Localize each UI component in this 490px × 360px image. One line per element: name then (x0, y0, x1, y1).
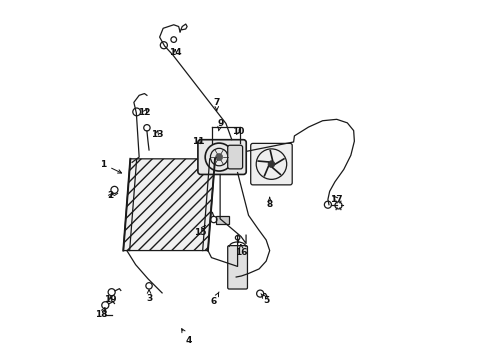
Text: 8: 8 (267, 197, 273, 209)
Text: 16: 16 (235, 244, 248, 257)
Text: 11: 11 (192, 137, 205, 146)
Text: 18: 18 (95, 307, 107, 319)
Text: 10: 10 (232, 127, 244, 136)
Polygon shape (123, 159, 215, 251)
Text: 15: 15 (194, 225, 206, 238)
Text: 14: 14 (169, 49, 181, 58)
Text: 13: 13 (150, 130, 163, 139)
Text: 9: 9 (217, 119, 223, 131)
Circle shape (268, 161, 275, 167)
FancyBboxPatch shape (228, 145, 243, 169)
FancyBboxPatch shape (228, 246, 247, 289)
FancyBboxPatch shape (198, 140, 246, 175)
Text: 2: 2 (107, 192, 113, 201)
Text: 1: 1 (100, 159, 122, 173)
Text: 12: 12 (138, 108, 151, 117)
Text: 5: 5 (261, 294, 270, 305)
Text: 7: 7 (214, 98, 220, 110)
Text: 6: 6 (211, 292, 219, 306)
Text: 4: 4 (182, 329, 192, 345)
Text: 3: 3 (146, 290, 152, 303)
Text: 17: 17 (330, 195, 343, 204)
Text: 19: 19 (104, 296, 117, 305)
Circle shape (216, 154, 222, 161)
FancyBboxPatch shape (251, 143, 292, 185)
FancyBboxPatch shape (216, 216, 229, 224)
